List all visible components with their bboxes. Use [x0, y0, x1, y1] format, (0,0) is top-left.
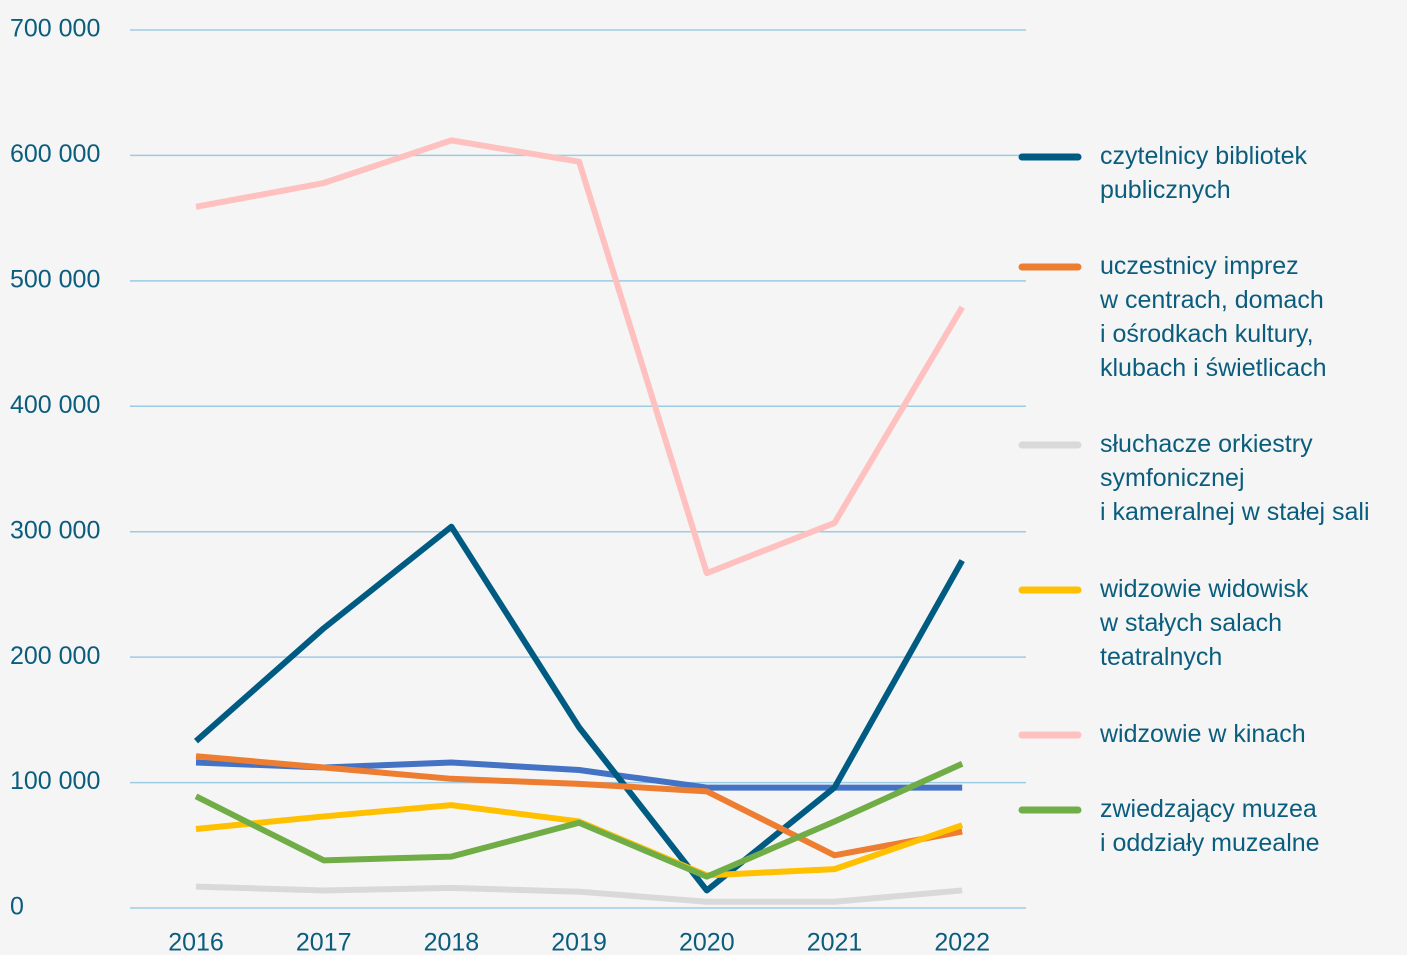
y-tick-label: 500 000: [10, 265, 100, 293]
y-tick-label: 700 000: [10, 15, 100, 43]
legend-label: czytelnicy bibliotek publicznych: [1100, 142, 1308, 204]
y-tick-label: 300 000: [10, 516, 100, 544]
legend-label: widzowie w kinach: [1100, 720, 1306, 748]
x-tick-label: 2021: [807, 929, 863, 955]
y-tick-label: 600 000: [10, 140, 100, 168]
legend-label: słuchacze orkiestry symfonicznej i kamer…: [1100, 430, 1370, 526]
x-tick-label: 2022: [934, 929, 990, 955]
y-tick-label: 400 000: [10, 391, 100, 419]
series-line: [195, 883, 963, 905]
x-tick-label: 2016: [168, 929, 224, 955]
x-tick-label: 2020: [679, 929, 735, 955]
y-tick-label: 0: [10, 893, 24, 921]
y-tick-label: 100 000: [10, 767, 100, 795]
legend-label: widzowie widowisk w stałych salach teatr…: [1100, 575, 1309, 671]
legend-label: uczestnicy imprez w centrach, domach i o…: [1100, 252, 1327, 382]
x-tick-label: 2019: [551, 929, 607, 955]
series-line: [194, 523, 965, 894]
legend-label: zwiedzający muzea i oddziały muzealne: [1100, 795, 1320, 857]
x-tick-label: 2017: [296, 929, 352, 955]
y-tick-label: 200 000: [10, 642, 100, 670]
series-line: [195, 753, 963, 859]
series-line: [195, 137, 965, 577]
x-tick-label: 2018: [424, 929, 480, 955]
series-line: [194, 761, 964, 880]
